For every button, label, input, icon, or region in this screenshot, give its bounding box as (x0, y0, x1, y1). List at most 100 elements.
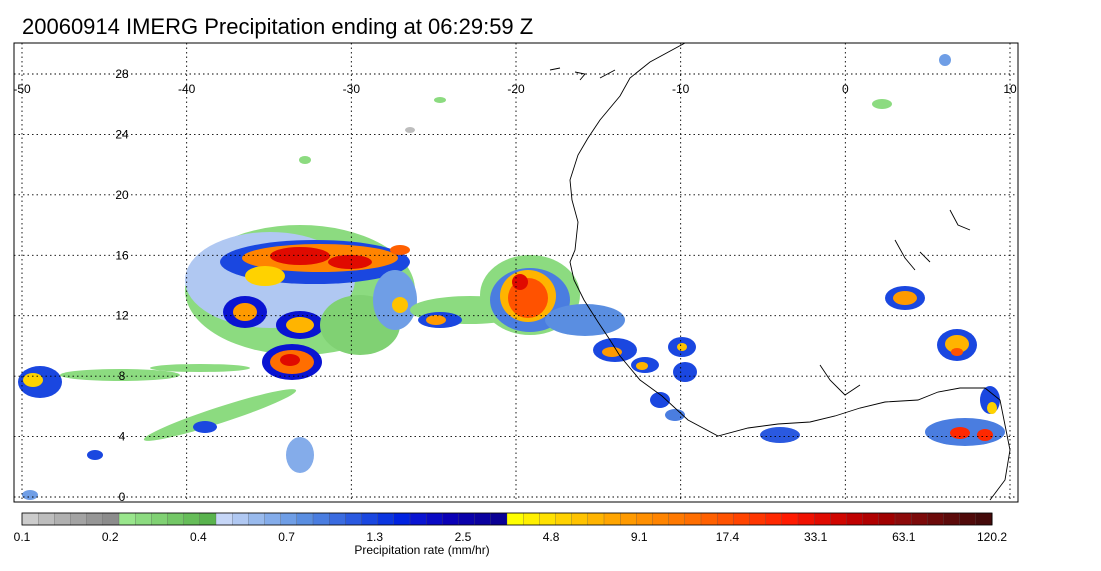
colorbar-swatch (21, 512, 39, 526)
latitude-labels: 0 4 8 12 16 20 24 28 (115, 67, 129, 504)
colorbar-swatch (118, 512, 136, 526)
colorbar-swatch (894, 512, 912, 526)
colorbar-swatch (523, 512, 540, 526)
colorbar-swatch (377, 512, 395, 526)
colorbar-tick-label: 0.7 (278, 530, 295, 544)
colorbar: 0.1 0.2 0.4 0.7 1.3 2.5 4.8 9.1 17.4 33.1 63.1 120.… (14, 512, 1008, 557)
precipitation-field (18, 54, 1005, 500)
colorbar-swatch (280, 512, 298, 526)
colorbar-swatch (846, 512, 864, 526)
latitude-tick-label: 0 (119, 490, 126, 504)
latitude-tick-label: 12 (115, 309, 129, 323)
colorbar-swatch (199, 512, 217, 526)
colorbar-swatch (312, 512, 330, 526)
colorbar-tick-label: 0.1 (14, 530, 31, 544)
colorbar-swatch (862, 512, 880, 526)
longitude-tick-label: -20 (507, 82, 525, 96)
graticule (14, 43, 1018, 502)
colorbar-swatch (102, 512, 120, 526)
latitude-tick-label: 28 (115, 67, 129, 81)
colorbar-swatch (571, 512, 589, 526)
colorbar-swatches (21, 512, 993, 526)
longitude-tick-label: 0 (842, 82, 849, 96)
latitude-tick-label: 16 (115, 248, 129, 262)
rain-system-east (872, 54, 1005, 446)
rain-system-west (185, 225, 417, 380)
colorbar-swatch (975, 512, 993, 526)
colorbar-swatch (603, 512, 621, 526)
colorbar-swatch (474, 512, 492, 526)
colorbar-swatch (830, 512, 848, 526)
colorbar-tick-label: 2.5 (455, 530, 472, 544)
colorbar-swatch (345, 512, 363, 526)
colorbar-swatch (506, 512, 524, 526)
colorbar-swatch (296, 512, 314, 526)
latitude-tick-label: 20 (115, 188, 129, 202)
colorbar-tick-label: 0.2 (102, 530, 119, 544)
colorbar-swatch (248, 512, 266, 526)
colorbar-swatch (927, 512, 945, 526)
colorbar-swatch (684, 512, 702, 526)
colorbar-swatch (959, 512, 977, 526)
longitude-tick-label: -50 (13, 82, 31, 96)
colorbar-swatch (38, 512, 55, 526)
colorbar-tick-label: 4.8 (543, 530, 560, 544)
longitude-labels: -50 -40 -30 -20 -10 0 10 (13, 82, 1017, 96)
colorbar-swatch (167, 512, 185, 526)
colorbar-tick-label: 9.1 (631, 530, 648, 544)
colorbar-swatch (361, 512, 379, 526)
colorbar-swatch (878, 512, 896, 526)
longitude-tick-label: -10 (672, 82, 690, 96)
latitude-tick-label: 4 (119, 430, 126, 444)
colorbar-swatch (814, 512, 831, 526)
colorbar-swatch (587, 512, 605, 526)
colorbar-tick-labels: 0.1 0.2 0.4 0.7 1.3 2.5 4.8 9.1 17.4 33.1 63.1 120.… (14, 530, 1008, 544)
colorbar-swatch (490, 512, 508, 526)
colorbar-tick-label: 0.4 (190, 530, 207, 544)
colorbar-label: Precipitation rate (mm/hr) (354, 543, 489, 557)
longitude-tick-label: 10 (1003, 82, 1017, 96)
colorbar-swatch (733, 512, 751, 526)
colorbar-swatch (668, 512, 686, 526)
colorbar-swatch (781, 512, 799, 526)
colorbar-tick-label: 17.4 (716, 530, 740, 544)
latitude-tick-label: 8 (119, 369, 126, 383)
colorbar-swatch (911, 512, 928, 526)
colorbar-swatch (232, 512, 249, 526)
colorbar-swatch (426, 512, 443, 526)
colorbar-swatch (151, 512, 169, 526)
colorbar-swatch (183, 512, 201, 526)
colorbar-swatch (442, 512, 460, 526)
colorbar-tick-label: 120.2 (977, 530, 1007, 544)
latitude-tick-label: 24 (115, 127, 129, 141)
colorbar-swatch (215, 512, 233, 526)
colorbar-swatch (70, 512, 88, 526)
colorbar-swatch (636, 512, 654, 526)
colorbar-swatch (652, 512, 670, 526)
colorbar-swatch (264, 512, 282, 526)
colorbar-swatch (409, 512, 427, 526)
colorbar-swatch (393, 512, 411, 526)
colorbar-swatch (700, 512, 718, 526)
colorbar-swatch (539, 512, 557, 526)
colorbar-swatch (329, 512, 346, 526)
colorbar-tick-label: 63.1 (892, 530, 916, 544)
longitude-tick-label: -30 (343, 82, 361, 96)
colorbar-swatch (555, 512, 573, 526)
colorbar-swatch (54, 512, 72, 526)
coastline (549, 43, 1011, 501)
colorbar-tick-label: 1.3 (366, 530, 383, 544)
map-title: 20060914 IMERG Precipitation ending at 0… (22, 14, 534, 39)
colorbar-swatch (943, 512, 961, 526)
rain-system-itcz (18, 97, 446, 500)
longitude-tick-label: -40 (178, 82, 196, 96)
colorbar-swatch (135, 512, 152, 526)
colorbar-swatch (765, 512, 783, 526)
colorbar-swatch (749, 512, 767, 526)
colorbar-frame (21, 512, 993, 526)
colorbar-swatch (797, 512, 815, 526)
colorbar-swatch (86, 512, 104, 526)
colorbar-swatch (717, 512, 734, 526)
colorbar-swatch (620, 512, 637, 526)
